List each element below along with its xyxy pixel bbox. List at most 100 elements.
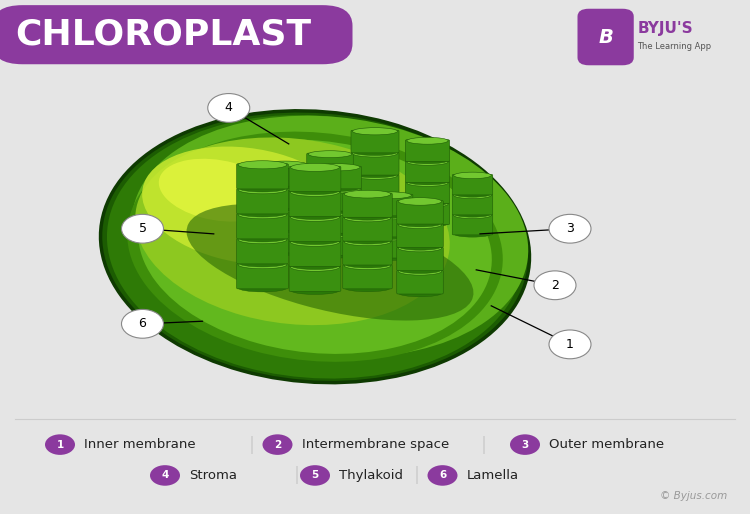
- Ellipse shape: [159, 159, 276, 222]
- FancyBboxPatch shape: [578, 9, 634, 65]
- Ellipse shape: [138, 139, 492, 354]
- Ellipse shape: [352, 148, 398, 155]
- Ellipse shape: [352, 193, 398, 200]
- Circle shape: [150, 465, 180, 486]
- Ellipse shape: [344, 284, 391, 292]
- Ellipse shape: [308, 170, 352, 177]
- Text: 4: 4: [161, 470, 169, 481]
- Ellipse shape: [238, 209, 286, 217]
- Ellipse shape: [344, 238, 391, 246]
- Text: |: |: [248, 435, 254, 454]
- Circle shape: [549, 214, 591, 243]
- Ellipse shape: [262, 161, 308, 168]
- FancyBboxPatch shape: [237, 238, 288, 264]
- FancyBboxPatch shape: [351, 130, 399, 153]
- Text: 3: 3: [566, 222, 574, 235]
- Ellipse shape: [262, 228, 308, 235]
- Ellipse shape: [238, 186, 286, 194]
- Ellipse shape: [454, 211, 491, 217]
- Text: Lamella: Lamella: [466, 469, 519, 482]
- Text: 6: 6: [139, 317, 146, 331]
- Ellipse shape: [369, 192, 411, 199]
- Text: 3: 3: [521, 439, 529, 450]
- Ellipse shape: [406, 158, 448, 166]
- Ellipse shape: [454, 172, 491, 179]
- Ellipse shape: [291, 163, 339, 171]
- FancyBboxPatch shape: [237, 189, 288, 214]
- Ellipse shape: [262, 206, 308, 213]
- FancyBboxPatch shape: [307, 195, 353, 217]
- Ellipse shape: [107, 115, 523, 378]
- FancyBboxPatch shape: [289, 266, 340, 291]
- Text: 5: 5: [311, 470, 319, 481]
- Ellipse shape: [238, 284, 286, 292]
- Circle shape: [208, 94, 250, 122]
- Ellipse shape: [315, 163, 360, 171]
- Text: Intermembrane space: Intermembrane space: [302, 438, 448, 451]
- Ellipse shape: [262, 204, 308, 211]
- FancyBboxPatch shape: [289, 191, 340, 216]
- FancyBboxPatch shape: [397, 270, 443, 294]
- Ellipse shape: [238, 236, 286, 244]
- FancyBboxPatch shape: [314, 233, 362, 255]
- Circle shape: [300, 465, 330, 486]
- Ellipse shape: [238, 261, 286, 269]
- Text: 2: 2: [274, 439, 281, 450]
- Ellipse shape: [315, 230, 360, 237]
- Ellipse shape: [406, 179, 448, 187]
- Text: Thylakoid: Thylakoid: [339, 469, 403, 482]
- Ellipse shape: [406, 157, 448, 164]
- Text: The Learning App: The Learning App: [638, 42, 712, 51]
- FancyBboxPatch shape: [351, 153, 399, 175]
- Circle shape: [45, 434, 75, 455]
- FancyBboxPatch shape: [343, 193, 392, 217]
- Ellipse shape: [398, 266, 442, 273]
- Ellipse shape: [352, 171, 398, 178]
- FancyBboxPatch shape: [237, 164, 288, 189]
- Ellipse shape: [398, 198, 442, 205]
- FancyBboxPatch shape: [314, 189, 362, 211]
- Text: B: B: [598, 28, 613, 46]
- Ellipse shape: [291, 211, 339, 219]
- Ellipse shape: [132, 116, 528, 357]
- FancyBboxPatch shape: [343, 217, 392, 241]
- Ellipse shape: [352, 215, 398, 222]
- Ellipse shape: [315, 207, 360, 214]
- FancyBboxPatch shape: [289, 167, 340, 192]
- FancyBboxPatch shape: [405, 182, 449, 204]
- Ellipse shape: [454, 231, 491, 237]
- Ellipse shape: [352, 150, 398, 157]
- Text: Stroma: Stroma: [189, 469, 237, 482]
- Ellipse shape: [291, 263, 339, 271]
- Ellipse shape: [398, 221, 442, 229]
- Ellipse shape: [238, 234, 286, 242]
- Ellipse shape: [369, 232, 411, 240]
- Ellipse shape: [315, 208, 360, 215]
- FancyBboxPatch shape: [0, 5, 352, 64]
- Ellipse shape: [369, 213, 411, 220]
- Ellipse shape: [238, 161, 286, 169]
- Ellipse shape: [352, 172, 398, 179]
- Ellipse shape: [344, 190, 391, 198]
- Ellipse shape: [128, 132, 502, 362]
- Text: Inner membrane: Inner membrane: [84, 438, 196, 451]
- Ellipse shape: [238, 184, 286, 192]
- Circle shape: [534, 271, 576, 300]
- Ellipse shape: [352, 127, 398, 135]
- Ellipse shape: [398, 289, 442, 297]
- Ellipse shape: [315, 184, 360, 191]
- Ellipse shape: [187, 204, 473, 321]
- Ellipse shape: [344, 236, 391, 244]
- Circle shape: [510, 434, 540, 455]
- Text: |: |: [413, 466, 419, 485]
- FancyBboxPatch shape: [261, 208, 309, 231]
- Ellipse shape: [238, 211, 286, 219]
- FancyBboxPatch shape: [351, 175, 399, 197]
- FancyBboxPatch shape: [397, 200, 443, 224]
- FancyBboxPatch shape: [405, 161, 449, 182]
- Circle shape: [122, 309, 164, 338]
- Text: 6: 6: [439, 470, 446, 481]
- Circle shape: [549, 330, 591, 359]
- Ellipse shape: [398, 219, 442, 227]
- Ellipse shape: [262, 248, 308, 255]
